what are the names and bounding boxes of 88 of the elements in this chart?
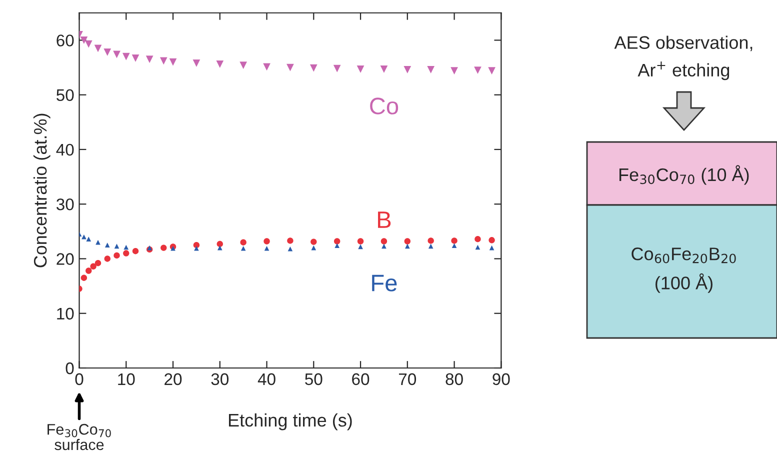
- point: [216, 240, 223, 248]
- point: [405, 244, 410, 249]
- point: [84, 40, 92, 48]
- point: [82, 234, 86, 240]
- point: [240, 62, 248, 70]
- point: [263, 63, 270, 71]
- x-tick-label: 10: [118, 373, 135, 386]
- point: [310, 238, 317, 245]
- point: [287, 238, 294, 244]
- point: [428, 244, 434, 249]
- point: [124, 244, 129, 250]
- point: [450, 67, 458, 74]
- x-tick-label: 0: [75, 373, 84, 386]
- point: [240, 239, 246, 246]
- y-tick-label: 10: [57, 308, 74, 320]
- point: [288, 246, 293, 252]
- y-tick-label: 50: [56, 89, 74, 102]
- point: [113, 50, 120, 58]
- point: [86, 268, 92, 274]
- point: [452, 243, 457, 248]
- text: Co$_{60}$Fe$_{20}$B$_{20}$ (100 Å): [632, 248, 736, 293]
- point: [94, 44, 102, 52]
- point: [333, 64, 341, 72]
- point: [192, 59, 200, 67]
- x-tick-label: 30: [211, 373, 229, 386]
- point: [311, 245, 316, 250]
- x-tick-label: 50: [305, 373, 322, 386]
- x-axis-title: Etching time (s): [228, 413, 352, 430]
- point: [80, 36, 88, 44]
- point: [428, 238, 434, 244]
- point: [104, 48, 112, 56]
- y-tick-label: 40: [56, 144, 74, 156]
- point: [451, 238, 458, 244]
- point: [427, 66, 435, 74]
- point: [146, 56, 154, 63]
- point: [122, 52, 130, 60]
- point: [286, 64, 294, 72]
- point: [404, 66, 412, 74]
- point: [86, 236, 92, 242]
- point: [194, 246, 199, 251]
- point: [104, 242, 110, 248]
- point: [132, 54, 140, 62]
- series-label: Fe: [372, 274, 397, 292]
- point: [474, 66, 482, 74]
- series-label: B: [378, 212, 391, 228]
- point: [488, 67, 496, 74]
- point: [193, 242, 200, 248]
- series-label: Co: [370, 98, 398, 114]
- point: [264, 246, 270, 251]
- x-tick-label: 20: [164, 373, 182, 386]
- point: [94, 260, 102, 266]
- x-tick-label: 70: [398, 373, 416, 386]
- point: [123, 250, 130, 256]
- point: [356, 65, 364, 73]
- point: [380, 65, 388, 73]
- point: [104, 256, 110, 262]
- point: [382, 244, 386, 249]
- text: Fe$_{30}$Co$_{70}$ (10 Å): [619, 165, 749, 185]
- point: [488, 237, 495, 244]
- x-tick-label: 90: [492, 373, 510, 386]
- point: [380, 238, 388, 244]
- y-tick-label: 60: [56, 34, 74, 46]
- point: [114, 252, 120, 259]
- point: [404, 238, 411, 244]
- text: AES observation, Ar$^{+}$ etching: [614, 36, 752, 80]
- point: [216, 60, 224, 68]
- point: [132, 248, 139, 254]
- point: [80, 274, 88, 281]
- point: [310, 64, 318, 72]
- point: [334, 238, 340, 244]
- y-tick-label: 30: [56, 198, 74, 210]
- x-tick-label: 60: [352, 373, 370, 386]
- point: [334, 243, 340, 248]
- point: [240, 246, 246, 251]
- point: [357, 238, 364, 244]
- point: [264, 238, 270, 244]
- x-tick-label: 40: [258, 373, 276, 386]
- point: [169, 58, 177, 66]
- point: [160, 244, 167, 251]
- y-tick-label: 0: [66, 362, 74, 374]
- y-tick-label: 20: [56, 253, 74, 265]
- x-tick-label: 80: [446, 373, 463, 386]
- point: [160, 57, 168, 65]
- y-axis-title: Concentratio (at.%): [33, 114, 50, 268]
- point: [217, 245, 222, 250]
- point: [90, 263, 96, 270]
- text: Fe$_{30}$Co$_{70}$ surface: [48, 424, 111, 450]
- point: [474, 236, 481, 242]
